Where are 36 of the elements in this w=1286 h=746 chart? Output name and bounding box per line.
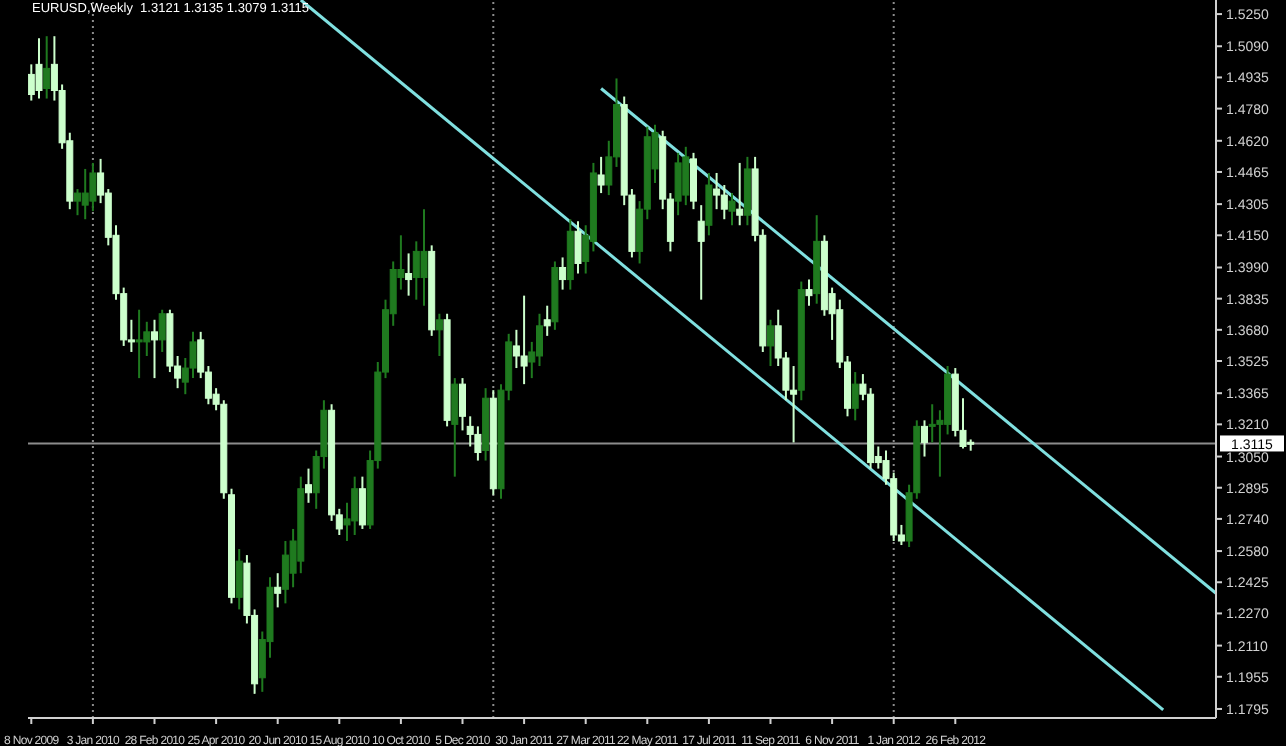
candlestick xyxy=(697,204,705,301)
candlestick xyxy=(420,208,428,307)
candlestick xyxy=(805,278,813,307)
candlestick xyxy=(682,145,690,207)
candlestick xyxy=(351,475,359,536)
candlestick xyxy=(74,188,81,217)
candlestick xyxy=(543,304,551,337)
candlestick xyxy=(151,318,158,380)
candlestick xyxy=(713,171,721,211)
candlestick xyxy=(81,167,89,221)
candlestick xyxy=(235,548,243,611)
candlestick xyxy=(736,161,744,227)
candlestick xyxy=(674,151,682,217)
candlestick xyxy=(405,252,413,297)
candlestick xyxy=(43,35,51,100)
candlestick xyxy=(728,192,736,227)
candlestick xyxy=(435,312,443,357)
candlestick xyxy=(358,475,366,530)
candlestick xyxy=(705,171,713,237)
candlestick xyxy=(559,256,567,291)
candlestick xyxy=(451,377,459,478)
candlestick xyxy=(767,318,774,368)
candlestick xyxy=(412,240,420,301)
candlestick xyxy=(274,572,282,609)
candlestick xyxy=(690,151,697,211)
candlestick xyxy=(35,37,43,100)
candlestick xyxy=(851,371,859,422)
candlestick xyxy=(305,467,312,504)
candlestick xyxy=(135,308,143,380)
candlestick xyxy=(574,220,582,275)
candlestick xyxy=(89,161,97,213)
candlestick xyxy=(158,308,166,353)
candlestick xyxy=(743,155,751,227)
candlestick xyxy=(921,419,928,458)
candlestick xyxy=(597,155,605,195)
candlestick xyxy=(520,294,528,386)
